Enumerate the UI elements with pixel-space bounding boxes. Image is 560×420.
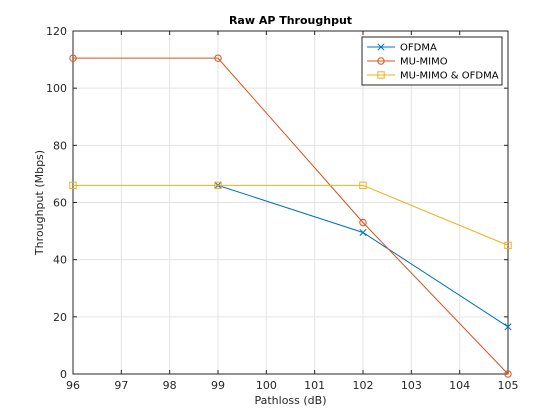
legend-entry: MU-MIMO [367, 57, 448, 68]
circle-marker [359, 218, 367, 227]
x-tick-label: 103 [401, 379, 422, 392]
x-marker [377, 43, 385, 51]
circle-marker [214, 54, 222, 62]
x-tick-label: 104 [449, 379, 470, 392]
y-axis-label: Throughput (Mbps) [33, 150, 46, 256]
square-marker [359, 181, 367, 190]
circle-marker [377, 57, 385, 65]
x-marker [359, 228, 367, 237]
y-tick-label: 120 [46, 25, 67, 38]
x-tick-label: 98 [163, 379, 177, 392]
series-line [73, 184, 509, 246]
y-tick-label: 40 [53, 254, 67, 267]
chart-title: Raw AP Throughput [229, 14, 352, 27]
y-tick-label: 100 [46, 82, 67, 95]
square-marker [69, 181, 77, 190]
y-tick-label: 0 [60, 368, 67, 381]
x-axis-label: Pathloss (dB) [254, 394, 326, 407]
x-tick-label: 97 [114, 379, 128, 392]
x-tick-label: 100 [256, 379, 277, 392]
circle-marker [69, 54, 77, 62]
circle-marker [504, 370, 512, 378]
legend-label: MU-MIMO & OFDMA [400, 71, 499, 82]
legend-label: OFDMA [400, 43, 437, 54]
y-tick-label: 20 [53, 311, 67, 324]
series-mu-mimo-ofdma [69, 181, 512, 250]
x-tick-label: 102 [353, 379, 374, 392]
x-tick-label: 105 [498, 379, 519, 392]
square-marker [214, 181, 222, 190]
x-tick-label: 99 [211, 379, 225, 392]
series-line [73, 57, 509, 375]
x-marker [504, 323, 512, 331]
legend: OFDMA MU-MIMO MU-MIMO & OFDMA [361, 36, 503, 86]
axis-ticks: 96 97 98 99 100 101 102 103 104 105 0 20 40 60 80 100 12… [46, 25, 519, 392]
legend-label: MU-MIMO [400, 57, 448, 68]
legend-entry: OFDMA [367, 43, 437, 54]
y-tick-label: 60 [53, 197, 67, 210]
x-tick-label: 96 [66, 379, 80, 392]
series-mu-mimo [69, 54, 512, 378]
series-group [69, 54, 512, 378]
y-tick-label: 80 [53, 139, 67, 152]
legend-entry: MU-MIMO & OFDMA [367, 71, 499, 82]
square-marker [504, 241, 512, 250]
x-tick-label: 101 [304, 379, 325, 392]
square-marker [377, 71, 385, 79]
